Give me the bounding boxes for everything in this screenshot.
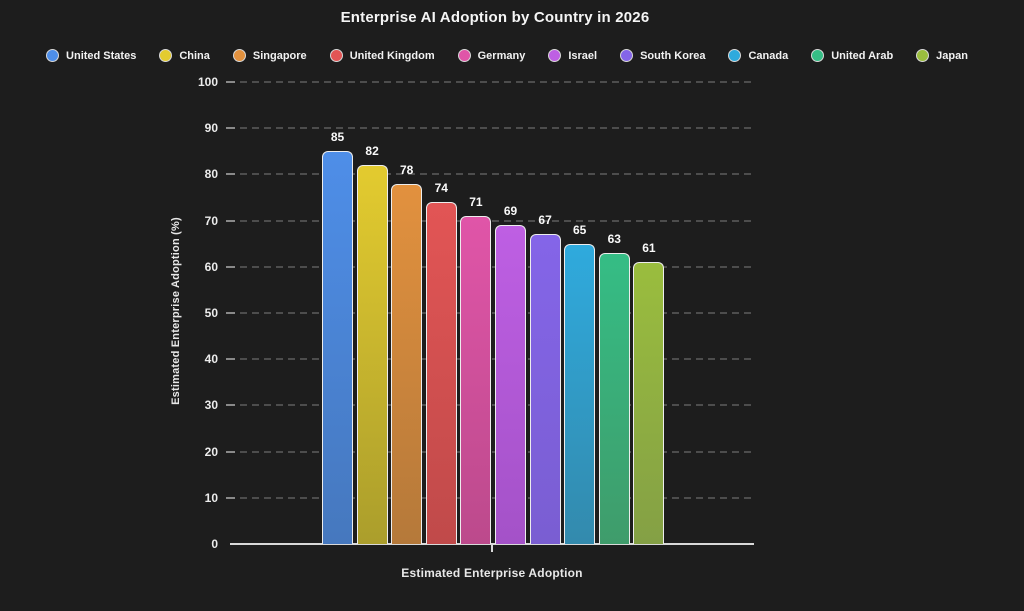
x-axis-title: Estimated Enterprise Adoption [401,566,583,580]
legend-item[interactable]: South Korea [620,49,705,62]
bar[interactable] [633,262,665,544]
legend-item-label: Israel [568,49,598,62]
legend-item-label: United Arab [831,49,894,62]
bar-value-label: 78 [400,162,414,177]
legend-item[interactable]: United Kingdom [329,49,435,62]
bar-value-label: 82 [365,144,379,159]
legend: United States China Singapore United Kingdo… [0,49,1014,62]
legend-swatch-icon [46,49,60,62]
bar[interactable] [564,243,596,544]
legend-item[interactable]: China [159,49,210,62]
legend-swatch-icon [232,49,246,62]
legend-swatch-icon [620,49,634,62]
bar-value-label: 74 [434,181,448,196]
legend-item-label: Singapore [252,49,307,62]
y-tick-label: 30 [204,398,218,413]
bar[interactable] [460,215,492,544]
legend-swatch-icon [916,49,930,62]
bar[interactable] [529,234,561,544]
legend-item-label: Germany [477,49,526,62]
legend-item[interactable]: Germany [457,49,526,62]
legend-item-label: China [179,49,210,62]
gridline [240,127,752,130]
bar-value-label: 65 [573,222,587,237]
gridline [240,173,752,176]
y-tick-label: 50 [204,306,218,320]
y-tick-label: 90 [204,121,218,136]
bar[interactable] [356,165,388,544]
y-tick-mark [226,265,235,268]
legend-item[interactable]: Japan [916,49,968,62]
y-tick-label: 60 [204,259,218,274]
y-tick-mark [226,496,235,499]
legend-item[interactable]: United States [46,49,136,62]
legend-swatch-icon [728,49,742,62]
y-tick-mark [226,219,235,222]
y-tick-label: 80 [204,167,218,182]
legend-item[interactable]: Singapore [232,49,307,62]
bar-value-label: 85 [330,130,345,145]
legend-item-label: South Korea [640,49,706,62]
y-tick-label: 10 [204,490,218,505]
legend-item[interactable]: Canada [728,49,788,62]
chart-canvas: Enterprise AI Adoption by Country in 202… [0,9,1014,580]
legend-item[interactable]: United Arab [811,49,893,62]
legend-item-label: Japan [936,49,968,62]
y-tick-mark [226,127,235,130]
gridline [240,219,752,222]
y-tick-label: 0 [211,537,218,551]
y-tick-label: 40 [204,352,218,367]
bar-value-label: 71 [469,194,483,209]
bar[interactable] [391,183,423,544]
legend-item-label: United Kingdom [349,49,435,62]
legend-swatch-icon [159,49,173,62]
legend-item-label: Canada [748,49,789,62]
legend-item[interactable]: Israel [548,49,597,62]
bar[interactable] [425,202,457,544]
y-tick-mark [226,358,235,361]
y-tick-label: 100 [197,75,218,89]
legend-swatch-icon [548,49,562,62]
legend-swatch-icon [457,49,471,62]
y-tick-label: 70 [204,213,218,228]
y-tick-mark [226,450,235,453]
legend-item-label: United States [66,49,137,62]
bar-value-label: 69 [503,204,518,219]
y-tick-label: 20 [204,444,218,459]
bar-value-label: 61 [642,241,656,256]
bar[interactable] [322,151,353,544]
bar[interactable] [495,225,526,544]
y-tick-mark [226,404,235,407]
y-tick-mark [226,173,235,176]
chart-title: Enterprise AI Adoption by Country in 202… [340,9,650,26]
bar-value-label: 63 [607,231,621,246]
gridline [240,81,752,83]
x-axis-line [230,543,754,545]
bar[interactable] [598,252,630,544]
bar-value-label: 67 [538,213,552,228]
legend-swatch-icon [811,49,825,62]
y-tick-mark [226,312,235,314]
legend-swatch-icon [329,49,343,62]
y-tick-mark [226,81,235,83]
x-tick-mark [491,545,493,552]
